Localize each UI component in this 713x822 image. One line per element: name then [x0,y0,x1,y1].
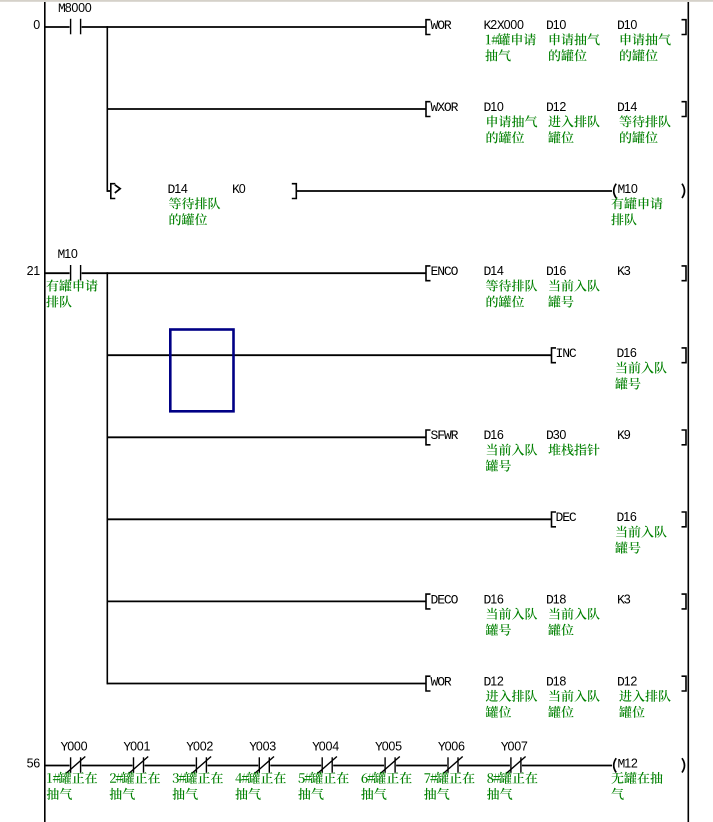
svg-text:0: 0 [239,182,246,196]
svg-text:D: D [546,264,554,279]
svg-text:D: D [546,18,554,33]
svg-text:12: 12 [490,674,504,688]
svg-text:Y: Y [186,739,194,754]
svg-text:16: 16 [490,592,504,606]
svg-text:10: 10 [553,18,567,32]
svg-text:14: 14 [174,182,188,196]
svg-text:M: M [618,756,626,771]
svg-text:001: 001 [130,739,150,753]
svg-text:16: 16 [623,510,637,524]
svg-text:Y: Y [123,739,131,754]
svg-text:000: 000 [504,18,524,32]
svg-text:M: M [618,182,626,197]
svg-text:2: 2 [490,18,497,32]
svg-text:14: 14 [624,100,638,114]
svg-text:K: K [617,592,625,607]
svg-text:10: 10 [624,18,638,32]
svg-text:WOR: WOR [431,674,452,689]
svg-text:D: D [484,100,492,115]
svg-text:10: 10 [490,100,504,114]
svg-text:0: 0 [33,18,40,32]
svg-text:Y: Y [61,739,69,754]
svg-text:D: D [617,510,625,525]
svg-text:D: D [168,182,176,197]
svg-text:WXOR: WXOR [431,100,459,115]
svg-text:004: 004 [319,739,339,753]
svg-text:21: 21 [27,264,41,278]
svg-text:D: D [617,346,625,361]
svg-text:Y: Y [501,739,509,754]
svg-text:Y: Y [249,739,257,754]
svg-text:M: M [58,247,66,262]
svg-text:D: D [617,18,625,33]
svg-text:D: D [546,592,554,607]
svg-text:12: 12 [624,756,638,770]
svg-text:006: 006 [445,739,465,753]
svg-text:003: 003 [256,739,276,753]
svg-text:12: 12 [553,100,567,114]
svg-text:18: 18 [553,674,567,688]
svg-text:30: 30 [553,428,567,442]
svg-text:16: 16 [553,264,567,278]
svg-text:DECO: DECO [431,592,459,607]
svg-text:D: D [546,674,554,689]
svg-text:WOR: WOR [431,18,452,33]
svg-text:3: 3 [624,592,631,606]
svg-text:DEC: DEC [556,510,577,525]
svg-text:D: D [546,100,554,115]
svg-text:D: D [484,592,492,607]
svg-text:Y: Y [438,739,446,754]
svg-text:56: 56 [27,756,41,770]
svg-text:ENCO: ENCO [431,264,459,279]
svg-text:M: M [58,1,66,16]
svg-text:D: D [617,674,625,689]
svg-text:K: K [484,18,492,33]
svg-text:K: K [617,264,625,279]
svg-text:14: 14 [490,264,504,278]
svg-text:SFWR: SFWR [431,428,459,443]
svg-text:K: K [232,182,240,197]
svg-text:X: X [497,18,505,33]
svg-text:D: D [484,428,492,443]
svg-text:INC: INC [556,346,577,361]
svg-text:12: 12 [624,674,638,688]
svg-text:16: 16 [623,346,637,360]
svg-text:K: K [617,428,625,443]
svg-text:D: D [484,264,492,279]
svg-text:10: 10 [64,247,78,261]
svg-text:Y: Y [312,739,320,754]
svg-text:Y: Y [375,739,383,754]
svg-text:18: 18 [553,592,567,606]
svg-text:16: 16 [490,428,504,442]
svg-text:3: 3 [624,264,631,278]
svg-text:000: 000 [67,739,87,753]
svg-text:005: 005 [382,739,402,753]
svg-text:D: D [484,674,492,689]
svg-text:10: 10 [624,182,638,196]
svg-text:9: 9 [624,428,631,442]
svg-text:8000: 8000 [65,1,92,15]
svg-text:002: 002 [193,739,213,753]
svg-text:D: D [546,428,554,443]
svg-text:007: 007 [508,739,528,753]
svg-text:D: D [617,100,625,115]
